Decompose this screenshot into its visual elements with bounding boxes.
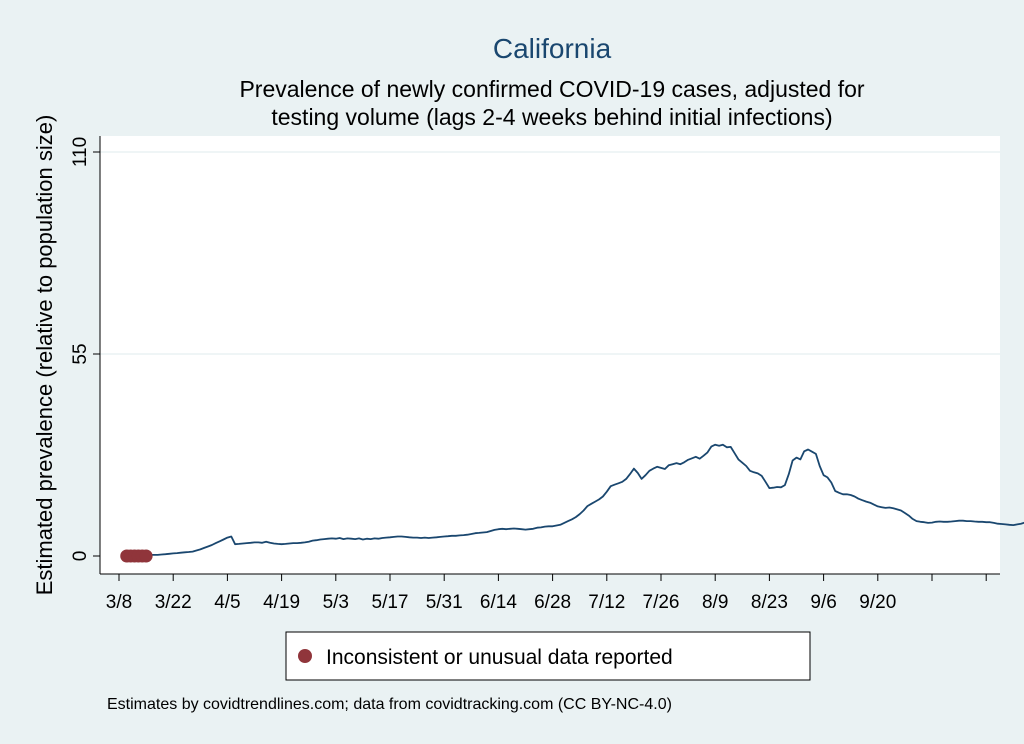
legend-label: Inconsistent or unusual data reported <box>326 646 673 669</box>
chart-title: California <box>493 33 612 64</box>
marker-layer <box>120 549 153 563</box>
y-tick-label: 0 <box>70 551 91 562</box>
x-tick-label: 6/14 <box>480 592 517 613</box>
x-tick-label: 5/17 <box>372 592 409 613</box>
x-tick-label: 8/9 <box>702 592 728 613</box>
x-tick-label: 5/31 <box>426 592 463 613</box>
legend-box <box>285 631 811 681</box>
x-tick-label: 7/26 <box>643 592 680 613</box>
source-note: Estimates by covidtrendlines.com; data f… <box>107 696 672 713</box>
x-tick-label: 9/6 <box>810 592 836 613</box>
y-tick-label: 55 <box>70 343 91 364</box>
x-tick-label: 4/5 <box>214 592 240 613</box>
chart-subtitle-line-2: testing volume (lags 2-4 weeks behind in… <box>271 104 832 130</box>
chart-subtitle-line-1: Prevalence of newly confirmed COVID-19 c… <box>239 76 864 102</box>
y-tick-label: 110 <box>70 137 91 167</box>
legend: Inconsistent or unusual data reported <box>285 631 811 681</box>
x-tick-label: 3/8 <box>106 592 132 613</box>
flagged-data-point <box>139 549 153 563</box>
x-tick-label: 5/3 <box>323 592 349 613</box>
y-axis-label: Estimated prevalence (relative to popula… <box>32 115 57 596</box>
series-layer <box>126 443 1024 557</box>
x-tick-label: 8/23 <box>751 592 788 613</box>
series-line <box>126 443 1024 557</box>
plot-area <box>100 136 1000 574</box>
x-tick-label: 7/12 <box>588 592 625 613</box>
x-tick-label: 3/22 <box>155 592 192 613</box>
legend-marker-icon <box>298 649 312 663</box>
grid-layer <box>100 151 1000 355</box>
x-tick-label: 6/28 <box>534 592 571 613</box>
x-tick-label: 4/19 <box>263 592 300 613</box>
x-tick-label: 9/20 <box>859 592 896 613</box>
axes-layer: 0 55 110 3/8 3/22 4/5 4/19 5/3 5/17 5/31 6/14 6/28 7… <box>70 136 1000 613</box>
